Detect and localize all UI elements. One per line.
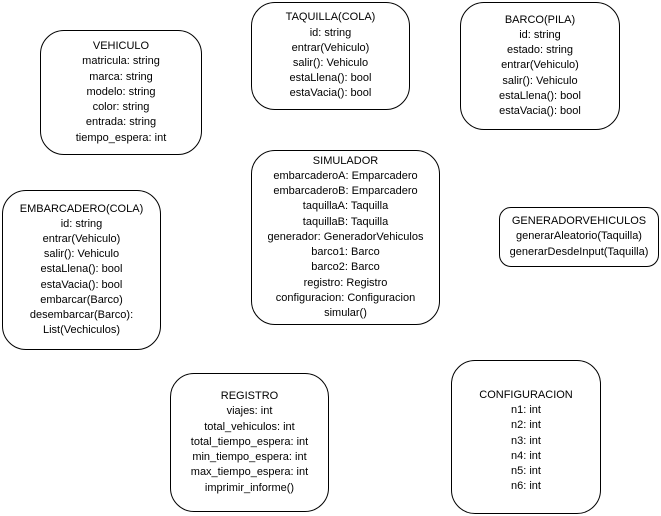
- member: salir(): Vehiculo: [292, 57, 369, 69]
- member: min_tiempo_espera: int: [192, 451, 307, 464]
- class-members-configuracion: n1: int n2: int n3: int n4: int n5: int …: [511, 403, 541, 494]
- member: generarAleatorio(Taquilla): [516, 230, 642, 243]
- member: n4: int: [511, 449, 541, 462]
- member: taquillaA: Taquilla: [302, 200, 389, 213]
- member: embarcaderoB: Emparcadero: [273, 185, 418, 198]
- member: estaVacia(): bool: [499, 105, 581, 117]
- class-box-simulador[interactable]: SIMULADOR embarcaderoA: Emparcadero emba…: [251, 150, 440, 325]
- class-members-taquilla: id: string entrar(Vehiculo) salir(): Veh…: [290, 26, 372, 102]
- class-members-barco: id: string estado: string entrar(Vehicul…: [499, 28, 581, 119]
- member: configuracion: Configuracion: [275, 291, 416, 304]
- member: generador: GeneradorVehiculos: [267, 230, 424, 243]
- class-members-registro: viajes: int total_vehiculos: int total_t…: [191, 404, 308, 495]
- class-members-simulador: embarcaderoA: Emparcadero embarcaderoB: …: [268, 169, 424, 321]
- member: barco2: Barco: [311, 261, 380, 274]
- class-title-barco: BARCO(PILA): [504, 13, 576, 26]
- member: embarcar(Barco): [40, 293, 123, 306]
- member: estaLlena(): bool: [499, 89, 581, 102]
- class-title-vehiculo: VEHICULO: [92, 40, 150, 53]
- member: n5: int: [511, 465, 541, 478]
- member: entrar(Vehiculo): [501, 59, 579, 72]
- member: estaVacia(): bool: [289, 87, 372, 100]
- member: generarDesdeInput(Taquilla): [509, 245, 649, 258]
- member: barco1: Barco: [311, 246, 380, 259]
- class-title-generador: GENERADORVEHICULOS: [511, 215, 647, 228]
- class-title-embarcadero: EMBARCADERO(COLA): [19, 202, 144, 215]
- member: total_vehiculos: int: [204, 420, 295, 433]
- class-box-registro[interactable]: REGISTRO viajes: int total_vehiculos: in…: [170, 373, 329, 512]
- member: modelo: string: [86, 85, 156, 98]
- class-box-taquilla[interactable]: TAQUILLA(COLA) id: string entrar(Vehicul…: [251, 2, 410, 110]
- member: entrar(Vehiculo): [42, 232, 121, 245]
- member: matricula: string: [82, 55, 160, 68]
- member: estado: string: [506, 44, 574, 57]
- member: registro: Registro: [303, 276, 388, 289]
- member: id: string: [60, 217, 103, 230]
- member: n6: int: [511, 480, 541, 493]
- class-members-embarcadero: id: string entrar(Vehiculo) salir(): Veh…: [3, 217, 160, 339]
- class-members-generador: generarAleatorio(Taquilla) generarDesdeI…: [510, 229, 649, 259]
- class-box-embarcadero[interactable]: EMBARCADERO(COLA) id: string entrar(Vehi…: [2, 190, 161, 350]
- class-box-configuracion[interactable]: CONFIGURACION n1: int n2: int n3: int n4…: [451, 360, 601, 514]
- class-title-simulador: SIMULADOR: [312, 154, 379, 167]
- member: estaVacia(): bool: [40, 278, 123, 291]
- member: imprimir_informe(): [204, 481, 295, 494]
- member: n1: int: [511, 404, 541, 417]
- member: simular(): [324, 306, 367, 319]
- member: max_tiempo_espera: int: [190, 466, 309, 479]
- class-title-configuracion: CONFIGURACION: [479, 389, 573, 401]
- member: total_tiempo_espera: int: [190, 435, 309, 448]
- class-title-registro: REGISTRO: [220, 390, 279, 403]
- member: id: string: [309, 26, 352, 39]
- member: n3: int: [511, 434, 541, 447]
- member: entrada: string: [85, 116, 157, 129]
- class-box-generador[interactable]: GENERADORVEHICULOS generarAleatorio(Taqu…: [499, 207, 659, 267]
- class-members-vehiculo: matricula: string marca: string modelo: …: [76, 54, 167, 145]
- member: entrar(Vehiculo): [291, 41, 370, 54]
- member: marca: string: [89, 70, 153, 83]
- member: estaLlena(): bool: [289, 72, 372, 85]
- member: taquillaB: Taquilla: [302, 215, 389, 228]
- member: salir(): Vehiculo: [43, 248, 120, 261]
- class-box-vehiculo[interactable]: VEHICULO matricula: string marca: string…: [40, 30, 202, 155]
- member: id: string: [519, 28, 561, 41]
- class-box-barco[interactable]: BARCO(PILA) id: string estado: string en…: [460, 2, 620, 130]
- member: n2: int: [511, 419, 541, 432]
- member: estaLlena(): bool: [40, 263, 123, 276]
- member: desembarcar(Barco): List(Vechiculos): [29, 309, 134, 337]
- member: embarcaderoA: Emparcadero: [273, 170, 418, 183]
- member: color: string: [92, 101, 150, 114]
- member: tiempo_espera: int: [75, 131, 167, 144]
- member: salir(): Vehiculo: [502, 74, 578, 87]
- member: viajes: int: [226, 405, 273, 418]
- class-title-taquilla: TAQUILLA(COLA): [285, 11, 376, 24]
